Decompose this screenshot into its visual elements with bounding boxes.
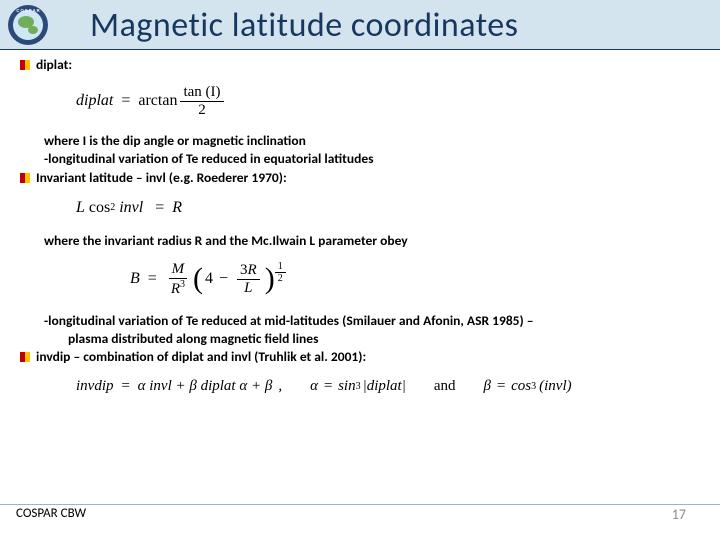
eq3-frac: α invl + β diplat α + β: [138, 376, 273, 396]
bullet-text: Invariant latitude – invl (e.g. Roederer…: [36, 169, 287, 187]
eq3-num: α invl + β diplat: [138, 378, 236, 394]
eq3-beta: β = cos3 (invl): [484, 376, 572, 396]
eq-B: B: [130, 268, 140, 290]
eq-num: tan (I): [180, 84, 223, 102]
eq-equals: =: [148, 268, 157, 290]
eq3-cos: cos: [511, 376, 531, 396]
text-long2a: -longitudinal variation of Te reduced at…: [44, 312, 700, 330]
title-underline: [0, 49, 720, 50]
footer-line: [0, 504, 720, 505]
eq-R3: R3: [168, 279, 188, 298]
eq-equals: =: [121, 90, 130, 112]
eq-half: 1 2: [275, 261, 286, 284]
eq-lhs: diplat: [76, 90, 113, 112]
eq-sup2: 2: [110, 201, 115, 215]
eq-frac-MR3: M R3: [168, 261, 188, 297]
eq-fn: arctan: [138, 90, 177, 112]
eq-frac-3RL: 3R L: [237, 262, 260, 296]
equation-invdip: invdip = α invl + β diplat α + β , α = s…: [76, 376, 700, 396]
eq3-alpha: α = sin3 |diplat|: [310, 376, 406, 396]
eq3-den: α + β: [239, 378, 272, 394]
text-where-I: where I is the dip angle or magnetic inc…: [44, 132, 700, 150]
bullet-text: invdip – combination of diplat and invl …: [36, 348, 366, 366]
eq3-lhs: invdip: [76, 376, 114, 396]
page-number: 17: [672, 506, 686, 523]
eq3-main: invdip = α invl + β diplat α + β ,: [76, 376, 282, 396]
svg-text:C O S P A R: C O S P A R: [16, 8, 39, 13]
paren-left: (: [193, 267, 203, 291]
bullet-icon: [20, 60, 30, 70]
eq-L: L: [241, 280, 255, 297]
eq3-beta-sym: β: [484, 376, 491, 396]
equation-diplat: diplat = arctan tan (I) 2: [76, 84, 700, 118]
bullet-invdip: invdip – combination of diplat and invl …: [20, 348, 700, 366]
eq-frac: tan (I) 2: [180, 84, 223, 118]
eq3-alpha-sym: α: [310, 376, 318, 396]
bullet-icon: [20, 173, 30, 183]
bullet-icon: [20, 352, 30, 362]
equation-invl: L cos2 invl = R: [76, 197, 700, 219]
footer-left: COSPAR CBW: [16, 506, 86, 521]
eq3-eq: =: [121, 376, 131, 396]
slide-footer: COSPAR CBW 17: [0, 506, 720, 526]
eq-3R: 3R: [237, 262, 260, 280]
text-long2b: plasma distributed along magnetic field …: [68, 330, 700, 348]
slide-title: Magnetic latitude coordinates: [90, 5, 518, 46]
bullet-text: diplat:: [36, 56, 72, 74]
eq-cos: cos: [89, 197, 110, 219]
eq-L: L: [76, 197, 85, 219]
eq-arg: invl: [119, 197, 143, 219]
eq-minus: −: [219, 268, 228, 290]
eq-half-d: 2: [275, 273, 286, 284]
eq-equals: =: [155, 197, 164, 219]
equation-B: B = M R3 ( 4 − 3R L ) 1 2: [130, 261, 700, 298]
slide-header: C O S P A R Magnetic latitude coordinate…: [0, 0, 720, 50]
paren-right: ): [265, 267, 275, 291]
eq-4: 4: [205, 268, 213, 290]
eq-den: 2: [195, 102, 209, 119]
text-where-R: where the invariant radius R and the Mc.…: [44, 232, 700, 250]
cospar-logo: C O S P A R: [6, 3, 50, 47]
eq-R: R: [172, 197, 182, 219]
bullet-invl: Invariant latitude – invl (e.g. Roederer…: [20, 169, 700, 187]
bullet-diplat: diplat:: [20, 56, 700, 74]
eq3-and: and: [434, 376, 456, 396]
eq-half-n: 1: [275, 261, 286, 273]
eq3-sin: sin: [338, 376, 356, 396]
text-long1: -longitudinal variation of Te reduced in…: [44, 150, 700, 168]
slide-body: diplat: diplat = arctan tan (I) 2 where …: [0, 50, 720, 397]
eq-M: M: [169, 261, 188, 279]
